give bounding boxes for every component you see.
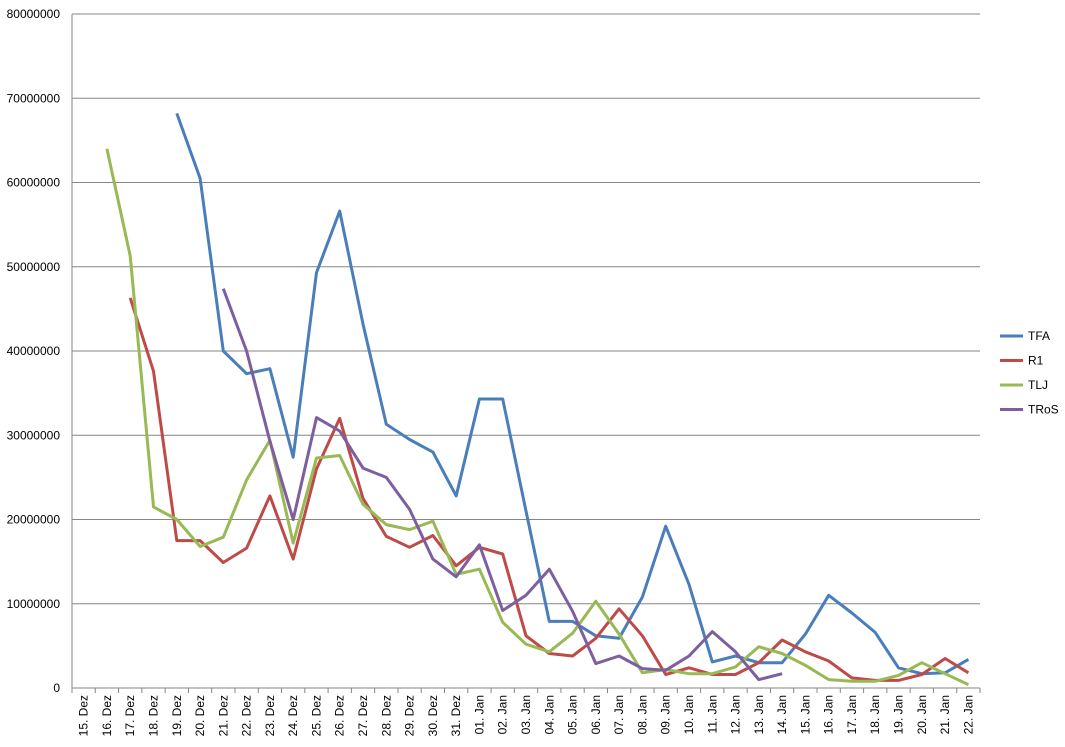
x-tick-label: 29. Dez xyxy=(403,695,417,736)
x-tick-label: 20. Jan xyxy=(915,695,929,734)
x-tick-label: 18. Jan xyxy=(868,695,882,734)
x-tick-label: 01. Jan xyxy=(472,695,486,734)
x-tick-label: 13. Jan xyxy=(752,695,766,734)
series-line xyxy=(128,297,970,682)
x-tick-label: 22. Jan xyxy=(961,695,975,734)
x-tick-label: 08. Jan xyxy=(635,695,649,734)
y-tick-label: 70000000 xyxy=(7,91,61,105)
legend-label: TFA xyxy=(1028,329,1050,343)
legend-label: R1 xyxy=(1028,354,1044,368)
y-tick-label: 50000000 xyxy=(7,260,61,274)
y-tick-label: 30000000 xyxy=(7,428,61,442)
x-tick-label: 04. Jan xyxy=(542,695,556,734)
x-tick-label: 11. Jan xyxy=(705,695,719,733)
y-tick-label: 40000000 xyxy=(7,344,61,358)
x-tick-label: 10. Jan xyxy=(682,695,696,734)
y-tick-label: 20000000 xyxy=(7,513,61,527)
x-tick-label: 17. Jan xyxy=(845,695,859,734)
x-tick-label: 21. Jan xyxy=(938,695,952,734)
x-tick-label: 06. Jan xyxy=(589,695,603,734)
x-tick-label: 17. Dez xyxy=(123,695,137,736)
x-tick-label: 25. Dez xyxy=(309,695,323,736)
x-tick-label: 27. Dez xyxy=(356,695,370,736)
legend-label: TLJ xyxy=(1028,378,1048,392)
x-tick-label: 19. Dez xyxy=(170,695,184,736)
series-line xyxy=(175,112,970,676)
x-tick-label: 02. Jan xyxy=(496,695,510,734)
x-tick-label: 28. Dez xyxy=(379,695,393,736)
x-tick-label: 16. Jan xyxy=(822,695,836,734)
x-tick-label: 03. Jan xyxy=(519,695,533,734)
x-tick-label: 05. Jan xyxy=(566,695,580,734)
legend-label: TRoS xyxy=(1028,403,1059,417)
x-tick-label: 24. Dez xyxy=(286,695,300,736)
x-tick-label: 26. Dez xyxy=(333,695,347,736)
x-tick-label: 15. Jan xyxy=(798,695,812,734)
series-line xyxy=(221,288,783,682)
x-tick-label: 20. Dez xyxy=(193,695,207,736)
x-tick-label: 30. Dez xyxy=(426,695,440,736)
y-tick-label: 0 xyxy=(53,681,60,695)
x-tick-label: 22. Dez xyxy=(240,695,254,736)
x-tick-label: 07. Jan xyxy=(612,695,626,734)
x-tick-label: 19. Jan xyxy=(892,695,906,734)
x-tick-label: 18. Dez xyxy=(146,695,160,736)
x-tick-label: 31. Dez xyxy=(449,695,463,736)
y-tick-label: 60000000 xyxy=(7,176,61,190)
x-tick-label: 21. Dez xyxy=(216,695,230,736)
x-tick-label: 16. Dez xyxy=(100,695,114,736)
x-tick-label: 14. Jan xyxy=(775,695,789,734)
y-tick-label: 80000000 xyxy=(7,7,61,21)
x-tick-label: 15. Dez xyxy=(77,695,91,736)
x-tick-label: 23. Dez xyxy=(263,695,277,736)
x-tick-label: 09. Jan xyxy=(659,695,673,734)
x-tick-label: 12. Jan xyxy=(729,695,743,734)
series-line xyxy=(105,148,970,686)
y-tick-label: 10000000 xyxy=(7,597,61,611)
